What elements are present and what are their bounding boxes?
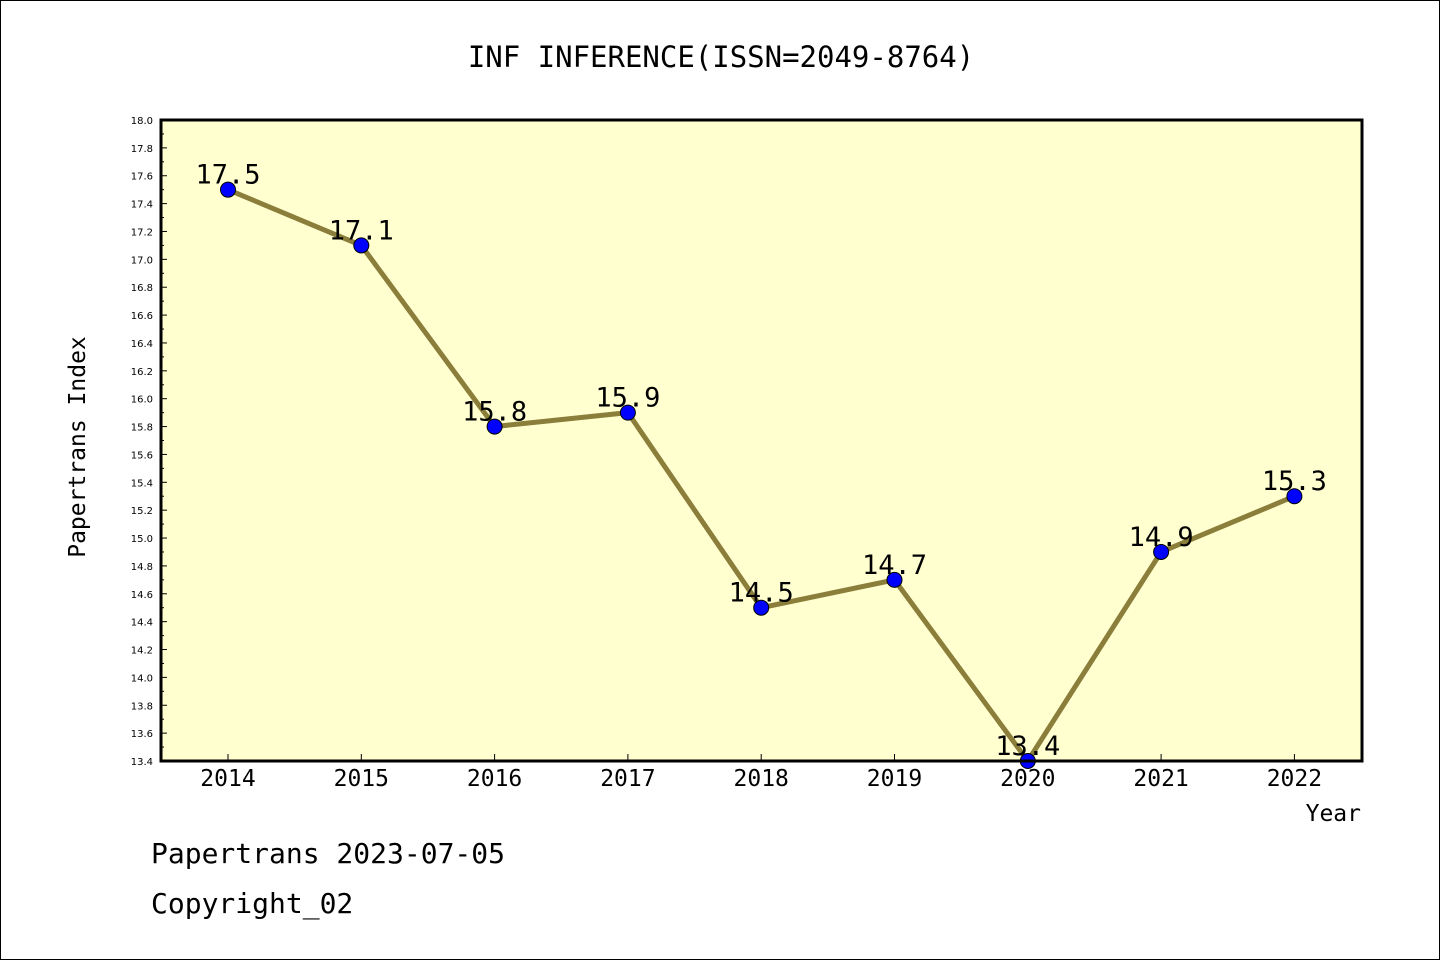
y-tick-label: 16.8 [131, 283, 153, 294]
y-tick-label: 16.4 [131, 339, 153, 350]
y-tick-label: 17.2 [131, 227, 153, 238]
x-tick-label: 2019 [867, 766, 922, 792]
data-label: 17.1 [329, 215, 394, 246]
chart-title: INF INFERENCE(ISSN=2049-8764) [468, 40, 974, 74]
x-tick-label: 2021 [1133, 766, 1188, 792]
data-label: 14.9 [1129, 522, 1194, 553]
plot-area [161, 120, 1362, 761]
x-tick-label: 2015 [334, 766, 389, 792]
y-tick-label: 17.0 [131, 255, 153, 266]
y-tick-label: 17.6 [131, 172, 153, 183]
data-label: 15.3 [1262, 466, 1327, 497]
y-tick-label: 13.4 [131, 757, 153, 768]
data-label: 14.5 [729, 578, 794, 609]
plot-frame [159, 118, 1364, 763]
data-point [1286, 488, 1303, 505]
y-tick-label: 13.6 [131, 729, 153, 740]
y-tick-label: 13.8 [131, 701, 153, 712]
data-point [353, 237, 370, 254]
y-tick-label: 15.2 [131, 506, 153, 517]
data-point [886, 571, 903, 588]
y-tick-label: 14.8 [131, 562, 153, 573]
footer-copyright: Copyright_02 [151, 887, 354, 920]
y-tick-label: 17.8 [131, 144, 153, 155]
y-axis-label: Papertrans Index [65, 336, 91, 558]
data-label: 14.7 [862, 550, 927, 581]
y-tick-label: 18.0 [131, 116, 153, 127]
y-tick-label: 16.6 [131, 311, 153, 322]
data-point [486, 418, 503, 435]
data-point [753, 599, 770, 616]
x-tick-label: 2016 [467, 766, 522, 792]
x-tick-label: 2020 [1000, 766, 1055, 792]
data-label: 13.4 [995, 731, 1060, 762]
y-tick-label: 14.6 [131, 590, 153, 601]
y-tick-label: 15.4 [131, 478, 153, 489]
data-point [1153, 543, 1170, 560]
data-label: 15.9 [595, 383, 660, 414]
y-tick-label: 17.4 [131, 200, 153, 211]
y-tick-label: 15.8 [131, 423, 153, 434]
y-tick-label: 15.0 [131, 534, 153, 545]
footer-date: Papertrans 2023-07-05 [151, 837, 506, 870]
x-tick-label: 2022 [1267, 766, 1322, 792]
x-tick-label: 2018 [734, 766, 789, 792]
data-label: 15.8 [462, 397, 527, 428]
y-tick-label: 16.0 [131, 395, 153, 406]
x-tick-label: 2014 [200, 766, 255, 792]
y-tick-label: 16.2 [131, 367, 153, 378]
y-tick-label: 15.6 [131, 450, 153, 461]
data-label: 17.5 [195, 160, 260, 191]
y-tick-label: 14.0 [131, 673, 153, 684]
x-axis-label: Year [1306, 801, 1361, 827]
data-point [619, 404, 636, 421]
y-tick-label: 14.2 [131, 646, 153, 657]
y-tick-label: 14.4 [131, 618, 153, 629]
x-tick-label: 2017 [600, 766, 655, 792]
data-point [220, 181, 236, 198]
